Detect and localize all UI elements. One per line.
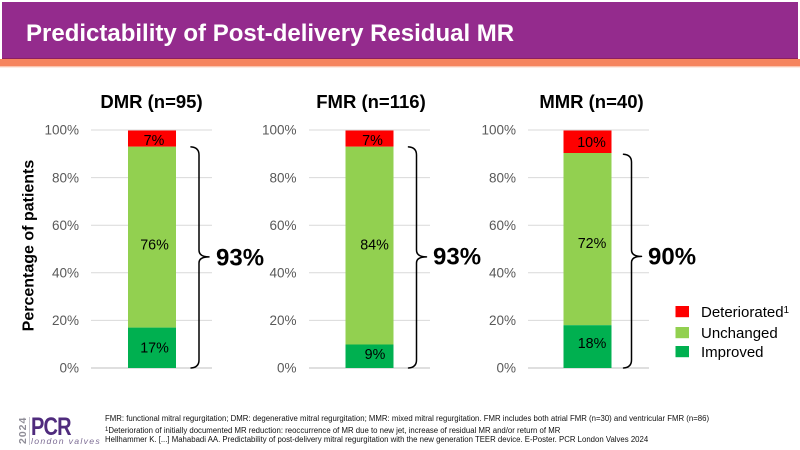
svg-text:Improved: Improved: [701, 344, 764, 361]
svg-text:DMR (n=95): DMR (n=95): [100, 91, 202, 112]
svg-text:60%: 60%: [269, 218, 296, 233]
svg-text:90%: 90%: [648, 244, 696, 271]
svg-text:Deteriorated1: Deteriorated1: [701, 304, 790, 321]
svg-text:MMR (n=40): MMR (n=40): [539, 91, 643, 112]
svg-text:20%: 20%: [489, 313, 516, 328]
svg-text:Unchanged: Unchanged: [701, 325, 778, 342]
svg-text:FMR (n=116): FMR (n=116): [316, 91, 425, 112]
svg-text:80%: 80%: [489, 170, 516, 185]
svg-text:93%: 93%: [216, 245, 264, 272]
svg-text:84%: 84%: [360, 237, 389, 253]
svg-text:80%: 80%: [52, 170, 79, 185]
svg-text:40%: 40%: [269, 266, 296, 281]
svg-text:7%: 7%: [362, 133, 383, 149]
svg-text:0%: 0%: [277, 361, 297, 376]
svg-text:100%: 100%: [262, 123, 297, 138]
svg-text:40%: 40%: [52, 266, 79, 281]
svg-text:60%: 60%: [489, 218, 516, 233]
svg-text:10%: 10%: [577, 135, 606, 151]
svg-text:60%: 60%: [52, 218, 79, 233]
svg-text:20%: 20%: [269, 313, 296, 328]
svg-text:100%: 100%: [481, 123, 516, 138]
svg-text:9%: 9%: [365, 347, 386, 363]
svg-text:100%: 100%: [44, 123, 79, 138]
svg-text:93%: 93%: [433, 244, 481, 271]
svg-text:72%: 72%: [578, 236, 607, 252]
svg-text:80%: 80%: [269, 170, 296, 185]
svg-text:17%: 17%: [140, 341, 169, 357]
svg-text:76%: 76%: [140, 237, 169, 253]
svg-text:0%: 0%: [59, 361, 79, 376]
svg-text:20%: 20%: [52, 313, 79, 328]
svg-text:18%: 18%: [578, 336, 607, 352]
svg-text:7%: 7%: [144, 133, 165, 149]
svg-text:40%: 40%: [489, 266, 516, 281]
svg-text:0%: 0%: [496, 361, 516, 376]
